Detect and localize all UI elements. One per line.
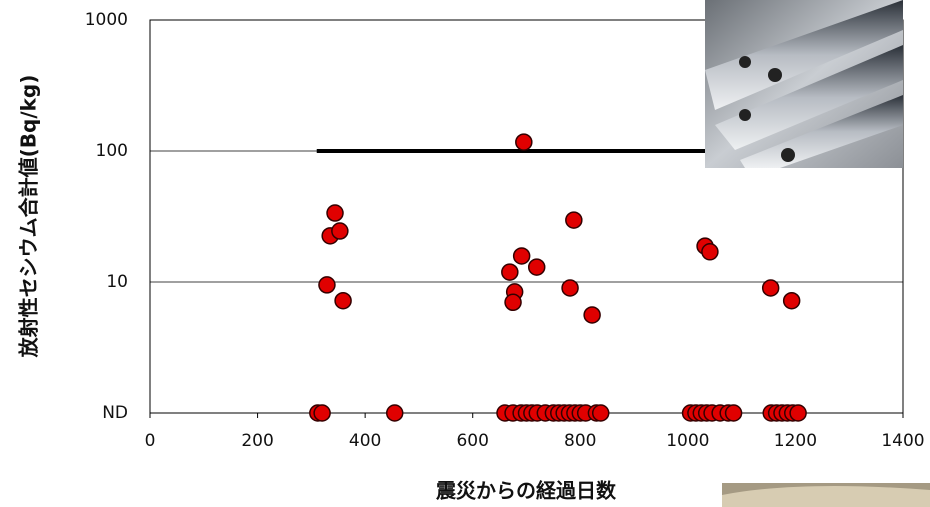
x-tick-label: 600 — [456, 431, 488, 451]
point — [789, 404, 807, 422]
point — [501, 263, 519, 281]
point — [512, 247, 531, 265]
point — [515, 133, 533, 151]
point — [565, 211, 583, 229]
x-tick-label: 800 — [564, 431, 596, 451]
photo — [705, 0, 903, 168]
x-tick-label: 200 — [241, 431, 273, 451]
x-tick-label: 400 — [349, 431, 381, 451]
point — [724, 404, 743, 422]
x-axis-title: 震災からの経過日数 — [436, 479, 617, 503]
x-tick-label: 0 — [145, 431, 156, 451]
point — [318, 276, 336, 294]
point — [527, 258, 546, 276]
y-tick-label: 100 — [96, 141, 128, 161]
point — [701, 243, 719, 261]
point — [331, 222, 349, 240]
point — [561, 279, 579, 297]
point — [782, 291, 801, 310]
photo — [722, 483, 930, 507]
x-tick-label: 1200 — [774, 431, 817, 451]
y-tick-label: 10 — [106, 272, 128, 292]
x-tick-label: 1000 — [666, 431, 709, 451]
point — [591, 404, 610, 422]
point — [385, 404, 404, 422]
y-axis-title: 放射性セシウム合計値(Bq/kg) — [17, 75, 41, 359]
point — [761, 279, 780, 297]
x-tick-label: 1400 — [881, 431, 924, 451]
point — [504, 293, 522, 312]
point — [313, 404, 331, 422]
point — [583, 306, 601, 324]
point — [326, 204, 344, 222]
y-tick-label: ND — [102, 403, 128, 423]
y-tick-label: 1000 — [85, 10, 128, 30]
point — [334, 291, 352, 310]
